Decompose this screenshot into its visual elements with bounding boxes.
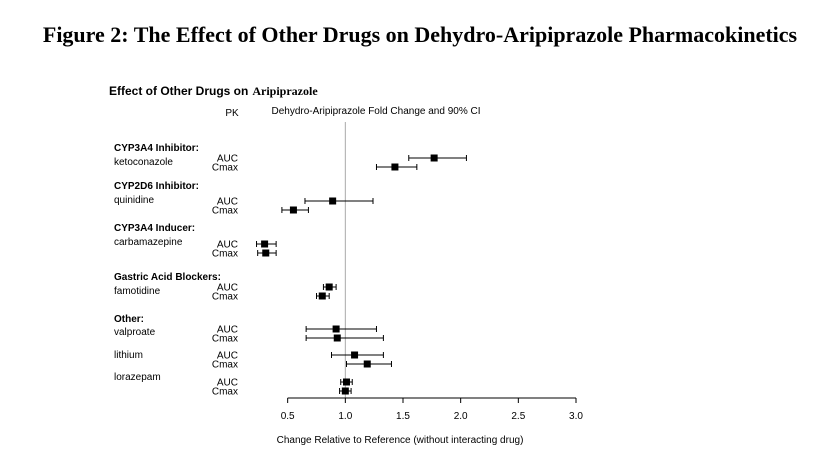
drug-label: lorazepam <box>114 372 161 383</box>
point-estimate <box>342 378 350 386</box>
category-label: Other: <box>114 314 144 325</box>
category-label: CYP3A4 Inducer: <box>114 223 195 234</box>
point-estimate <box>341 387 349 395</box>
chart-subtitle: Effect of Other Drugs on Aripiprazole <box>109 84 318 98</box>
pk-label: Cmax <box>212 206 238 217</box>
pk-label: AUC <box>217 240 238 251</box>
x-tick-label: 1.0 <box>338 411 352 422</box>
drug-label: lithium <box>114 350 143 361</box>
drug-label: valproate <box>114 327 156 338</box>
point-estimate <box>318 292 326 300</box>
pk-label: AUC <box>217 378 238 389</box>
pk-label: Cmax <box>212 292 238 303</box>
pk-header: PK <box>225 108 239 119</box>
pk-label: Cmax <box>212 387 238 398</box>
x-tick-label: 3.0 <box>569 411 583 422</box>
forest-rows: CYP3A4 Inhibitor:ketoconazole AUCCmaxCYP2… <box>114 143 467 398</box>
x-tick-label: 0.5 <box>281 411 295 422</box>
pk-label: AUC <box>217 325 238 336</box>
pk-label: AUC <box>217 154 238 165</box>
x-tick-label: 1.5 <box>396 411 410 422</box>
point-estimate <box>329 197 337 205</box>
point-estimate <box>261 240 269 248</box>
x-axis-ticks: 0.5 1.0 1.5 2.0 2.5 3.0 <box>281 398 583 422</box>
category-label: CYP2D6 Inhibitor: <box>114 181 199 192</box>
x-tick-label: 2.5 <box>511 411 525 422</box>
figure-title: Figure 2: The Effect of Other Drugs on D… <box>42 22 798 47</box>
point-estimate <box>333 334 341 342</box>
x-axis-label: Change Relative to Reference (without in… <box>277 435 524 446</box>
category-label: CYP3A4 Inhibitor: <box>114 143 199 154</box>
point-estimate <box>262 249 270 257</box>
drug-label: quinidine <box>114 195 154 206</box>
point-estimate <box>363 360 371 368</box>
point-estimate <box>430 154 438 162</box>
x-tick-label: 2.0 <box>454 411 468 422</box>
point-estimate <box>325 283 333 291</box>
point-estimate <box>351 351 359 359</box>
chart-subtitle-prefix: Effect of Other Drugs on <box>109 84 248 98</box>
pk-label: AUC <box>217 197 238 208</box>
drug-label: carbamazepine <box>114 237 183 248</box>
plot-header: Dehydro-Aripiprazole Fold Change and 90%… <box>271 106 480 117</box>
pk-label: AUC <box>217 351 238 362</box>
drug-label: famotidine <box>114 286 161 297</box>
category-label: Gastric Acid Blockers: <box>114 272 221 283</box>
pk-label: Cmax <box>212 334 238 345</box>
pk-label: AUC <box>217 283 238 294</box>
chart-subtitle-drug: Aripiprazole <box>252 84 318 98</box>
drug-label: ketoconazole <box>114 157 173 168</box>
pk-label: Cmax <box>212 360 238 371</box>
point-estimate <box>391 163 399 171</box>
point-estimate <box>332 325 340 333</box>
point-estimate <box>289 206 297 214</box>
pk-label: Cmax <box>212 249 238 260</box>
pk-label: Cmax <box>212 163 238 174</box>
